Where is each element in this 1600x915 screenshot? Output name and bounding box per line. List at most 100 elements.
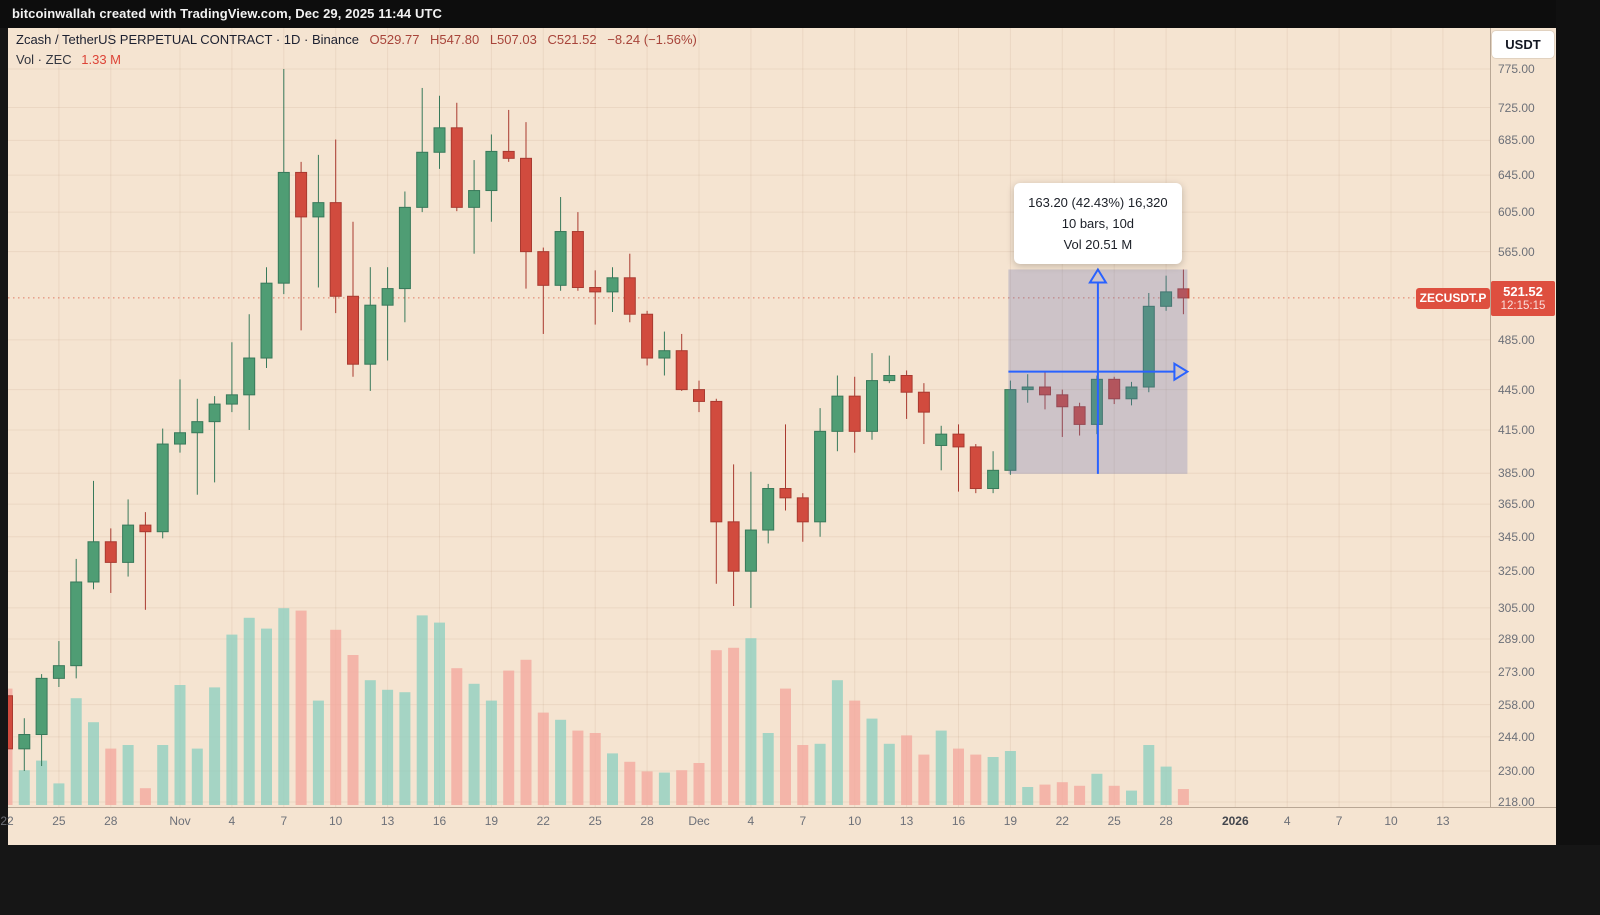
candle-body	[174, 432, 186, 445]
volume-bar	[520, 659, 532, 805]
time-axis-tick: 7	[1335, 814, 1343, 828]
volume-bar	[364, 680, 376, 805]
candle-body	[485, 150, 498, 192]
candle-body	[139, 524, 152, 533]
measure-price-change: 163.20 (42.43%) 16,320	[1028, 195, 1168, 210]
candle-body	[589, 287, 602, 293]
candle-body	[969, 446, 982, 490]
volume-bar	[105, 748, 117, 805]
price-axis-tick: 289.00	[1498, 632, 1535, 647]
ohlc-open: O529.77	[369, 32, 420, 47]
volume-bar	[1177, 789, 1189, 805]
right-frame	[1556, 0, 1600, 915]
volume-bar	[1091, 773, 1103, 805]
candle-body	[571, 231, 584, 289]
volume-bar	[762, 733, 774, 805]
candle-body	[295, 171, 308, 218]
attribution-bar: bitcoinwallah created with TradingView.c…	[0, 0, 1600, 28]
candle-body	[744, 529, 757, 572]
time-axis-tick: 25	[588, 814, 602, 828]
volume-legend[interactable]: Vol · ZEC 1.33 M	[16, 52, 121, 67]
candle-body	[848, 395, 861, 432]
candle-body	[398, 206, 411, 290]
price-axis-tick: 218.00	[1498, 794, 1535, 809]
ohlc-high: H547.80	[430, 32, 480, 47]
time-axis-tick: 4	[747, 814, 755, 828]
last-price-value: 521.52	[1503, 283, 1543, 299]
price-axis-tick: 645.00	[1498, 168, 1535, 183]
volume-bar	[658, 772, 670, 805]
volume-bar	[382, 689, 394, 805]
time-axis-tick: 28	[640, 814, 654, 828]
measure-bars-time: 10 bars, 10d	[1061, 216, 1135, 231]
price-axis-tick: 258.00	[1498, 697, 1535, 712]
volume-bar	[918, 754, 930, 805]
time-axis-tick: 7	[280, 814, 288, 828]
symbol-legend[interactable]: Zcash / TetherUS PERPETUAL CONTRACT · 1D…	[16, 32, 697, 47]
time-axis-tick: 7	[799, 814, 807, 828]
measure-volume: Vol 20.51 M	[1063, 237, 1133, 252]
candle-body	[1125, 386, 1138, 400]
candle-body	[468, 190, 481, 208]
volume-bar	[1074, 785, 1086, 805]
volume-bar	[485, 700, 497, 805]
volume-bar	[745, 638, 757, 805]
volume-bar	[607, 753, 618, 805]
price-axis-border	[1490, 28, 1491, 807]
measure-arrow-up	[1088, 267, 1108, 284]
volume-bar	[36, 760, 48, 805]
left-frame	[0, 28, 8, 845]
volume-bar	[676, 770, 688, 805]
symbol-title: Zcash / TetherUS PERPETUAL CONTRACT · 1D…	[16, 32, 359, 47]
candle-body	[277, 171, 290, 284]
time-axis-tick: Nov	[169, 814, 191, 828]
price-axis-tick: 305.00	[1498, 600, 1535, 615]
volume-bar	[555, 719, 567, 805]
volume-bar	[312, 700, 324, 805]
candle-body	[1177, 288, 1190, 299]
candle-body	[779, 488, 792, 499]
candle-body	[727, 521, 740, 572]
candle-body	[900, 375, 913, 393]
volume-bar	[831, 680, 843, 805]
candle-body	[641, 313, 654, 359]
candle-body	[710, 400, 723, 523]
candle-body	[1021, 386, 1034, 391]
volume-bar	[970, 754, 982, 805]
volume-bar	[18, 770, 30, 805]
candle-body	[1004, 389, 1017, 471]
symbol-price-label: ZECUSDT.P	[1416, 287, 1490, 309]
volume-bar	[814, 743, 826, 805]
candle-body	[1108, 378, 1121, 400]
candle-body	[814, 430, 827, 523]
volume-bar	[1004, 751, 1016, 805]
candle-body	[122, 524, 135, 563]
candle-body	[225, 394, 238, 405]
candle-body	[243, 357, 256, 396]
volume-bar	[416, 615, 428, 805]
currency-toggle-button[interactable]: USDT	[1492, 31, 1554, 58]
volume-bar	[624, 761, 636, 805]
candle-body	[796, 497, 809, 523]
candle-body	[52, 665, 65, 679]
time-axis-border	[8, 807, 1556, 808]
bar-countdown: 12:15:15	[1500, 299, 1546, 312]
candle-body	[208, 403, 221, 423]
time-axis-tick: 13	[1436, 814, 1450, 828]
candle-body	[450, 127, 463, 208]
volume-bar	[883, 743, 895, 805]
candle-body	[866, 380, 878, 432]
volume-bar	[122, 745, 134, 805]
candle-body	[952, 433, 965, 448]
candle-body	[1039, 386, 1051, 396]
candle-body	[156, 443, 169, 533]
candle-body	[347, 295, 359, 365]
price-axis-tick: 273.00	[1498, 664, 1535, 679]
candle-body	[191, 421, 204, 434]
volume-bar	[468, 683, 480, 805]
volume-bar	[935, 730, 947, 805]
candle-body	[70, 581, 83, 667]
time-axis-tick: 25	[1107, 814, 1121, 828]
volume-bar	[1143, 745, 1155, 805]
